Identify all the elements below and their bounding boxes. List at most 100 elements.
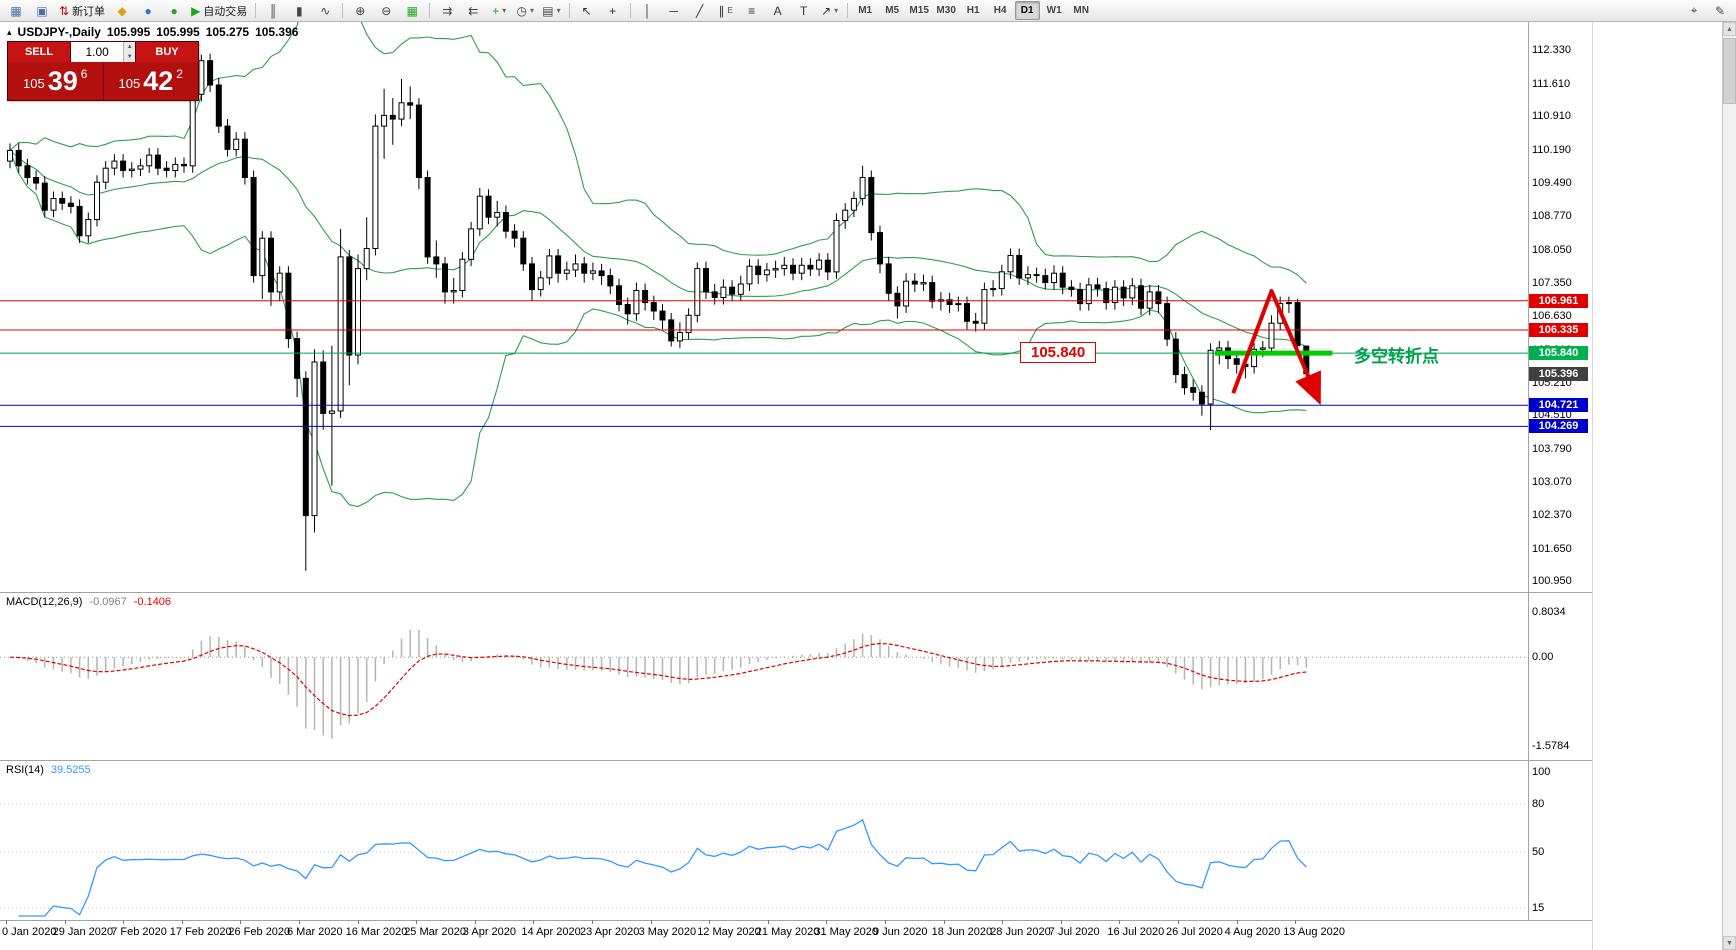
edit-icon[interactable]: ✎ <box>1714 3 1726 18</box>
arrows-tool-button[interactable]: ↗ ▾ <box>818 1 842 21</box>
time-axis-tick <box>592 920 593 924</box>
chevron-down-icon: ▾ <box>502 6 507 15</box>
refresh-icon[interactable]: ● <box>162 1 186 21</box>
price-tag-106.335: 106.335 <box>1529 322 1588 337</box>
rsi-name: RSI(14) <box>6 764 44 776</box>
toolbar-separator <box>429 3 431 18</box>
vertical-line-tool-icon[interactable]: │ <box>636 1 660 21</box>
macd-axis-label: 0.00 <box>1532 651 1554 664</box>
timeframe-m15[interactable]: M15 <box>909 5 929 16</box>
time-axis-tick <box>181 920 183 924</box>
trade-panel-collapse-icon[interactable]: ▴ <box>7 26 12 37</box>
trendline-tool-icon[interactable]: ╱ <box>688 1 712 21</box>
vertical-scrollbar[interactable]: ▲ ▼ <box>1722 22 1736 950</box>
price-tag-106.961: 106.961 <box>1529 293 1588 308</box>
volume-input[interactable] <box>71 42 124 62</box>
crosshair-tool-icon[interactable]: + <box>601 1 625 21</box>
sell-button[interactable]: SELL <box>8 42 70 62</box>
zoom-out-icon[interactable]: ⊖ <box>374 1 398 21</box>
timeframe-w1[interactable]: W1 <box>1046 5 1062 16</box>
macd-histogram <box>17 629 1308 739</box>
chart-profiles-icon[interactable]: ▣ <box>30 1 54 21</box>
price-axis-label: 112.330 <box>1532 44 1571 56</box>
candlestick-chart-icon: ▮ <box>295 3 303 18</box>
buy-button[interactable]: BUY <box>136 42 198 62</box>
new-chart-icon[interactable]: ▦ <box>4 1 28 21</box>
horizontal-line-tool-icon: ─ <box>669 3 678 18</box>
price-tag-105.840: 105.840 <box>1529 346 1588 361</box>
line-chart-icon[interactable]: ∿ <box>313 1 337 21</box>
time-axis-date: 16 Mar 2020 <box>345 926 408 938</box>
add-indicator-button[interactable]: + ▾ <box>487 1 511 21</box>
cursor-tool-icon: ↖ <box>581 3 592 18</box>
templates-button[interactable]: ▤ ▾ <box>539 1 563 21</box>
turning-point-annotation[interactable]: 多空转折点 <box>1354 347 1439 367</box>
new-order-button[interactable]: ⇅ 新订单 <box>59 3 106 18</box>
rsi-pane-separator[interactable] <box>0 760 1592 761</box>
time-axis-tick <box>826 920 828 924</box>
scroll-up-button[interactable]: ▲ <box>1723 22 1736 36</box>
volume-decrease-button[interactable]: ▼ <box>124 52 135 62</box>
timeframe-mn[interactable]: MN <box>1073 5 1089 16</box>
zoom-out-icon: ⊖ <box>381 3 392 18</box>
timeframe-m5[interactable]: M5 <box>885 5 900 16</box>
timeframe-h4[interactable]: H4 <box>993 5 1007 16</box>
price-axis-label: 108.050 <box>1532 243 1572 256</box>
horizontal-line-tool-icon[interactable]: ─ <box>662 1 686 21</box>
chart-shift-icon[interactable]: ⇇ <box>461 1 485 21</box>
rsi-label: RSI(14) 39.5255 <box>6 764 91 776</box>
auto-scroll-icon[interactable]: ⇉ <box>435 1 459 21</box>
auto-scroll-icon: ⇉ <box>442 3 453 18</box>
toolbar-separator <box>629 3 631 18</box>
time-axis-date: 21 May 2020 <box>755 926 820 938</box>
candlestick-chart-icon[interactable]: ▮ <box>287 1 311 21</box>
time-axis-tick <box>1178 920 1179 924</box>
bar-chart-icon[interactable]: ║ <box>261 1 285 21</box>
sell-price-button[interactable]: 105 39 6 <box>8 62 104 100</box>
bollinger-middle-band <box>9 149 1307 348</box>
time-axis-tick <box>533 920 535 924</box>
auto-trading-button[interactable]: ▶ 自动交易 <box>191 3 248 18</box>
text-label-tool-icon: T <box>799 3 808 18</box>
price-axis-label: 111.610 <box>1532 77 1571 90</box>
time-axis-date: 25 Mar 2020 <box>404 926 466 938</box>
crosshair-tool-icon: + <box>609 3 617 18</box>
vertical-line-tool-icon: │ <box>643 3 652 18</box>
indicator-list-icon[interactable]: ◆ <box>110 1 134 21</box>
quotes-icon[interactable]: ● <box>136 1 160 21</box>
time-axis-tick <box>1002 920 1004 924</box>
zoom-in-icon[interactable]: ⊕ <box>348 1 372 21</box>
text-tool-icon: A <box>773 3 782 18</box>
chevron-down-icon: ▾ <box>530 6 535 15</box>
templates-button: ▤ <box>542 3 554 18</box>
scrollbar-thumb[interactable] <box>1723 38 1736 104</box>
time-axis-tick <box>1119 920 1121 924</box>
main-price-chart <box>0 22 1528 571</box>
timeframe-m1[interactable]: M1 <box>858 5 873 16</box>
time-axis-date: 4 Aug 2020 <box>1224 926 1281 938</box>
periods-button[interactable]: ◷ ▾ <box>513 1 537 21</box>
text-tool-icon[interactable]: A <box>766 1 790 21</box>
scroll-down-button[interactable]: ▼ <box>1723 936 1736 950</box>
strategy-tester-icon: ▦ <box>406 3 418 18</box>
time-axis-tick <box>885 920 886 924</box>
timeframe-d1[interactable]: D1 <box>1014 1 1040 20</box>
price-tag-104.721: 104.721 <box>1529 398 1588 413</box>
strategy-tester-icon[interactable]: ▦ <box>400 1 424 21</box>
timeframe-h1[interactable]: H1 <box>966 5 980 16</box>
docking-icon[interactable]: ⌖ <box>1690 3 1698 17</box>
fibonacci-tool-icon[interactable]: ≡ <box>740 1 764 21</box>
volume-increase-button[interactable]: ▲ <box>124 42 135 52</box>
time-axis-tick <box>299 920 300 924</box>
cursor-tool-icon[interactable]: ↖ <box>575 1 599 21</box>
buy-price-button[interactable]: 105 42 2 <box>103 62 198 100</box>
toolbar-separator <box>846 3 848 18</box>
macd-pane-separator[interactable] <box>0 592 1592 593</box>
price-level-callout[interactable]: 105.840 <box>1020 342 1097 364</box>
text-label-tool-icon[interactable]: T <box>792 1 816 21</box>
toolbar-separator <box>342 3 344 18</box>
timeframe-m30[interactable]: M30 <box>936 5 956 16</box>
red-arrow-annotation[interactable] <box>1231 289 1321 406</box>
channel-tool-icon[interactable]: ∥ E <box>718 3 733 18</box>
